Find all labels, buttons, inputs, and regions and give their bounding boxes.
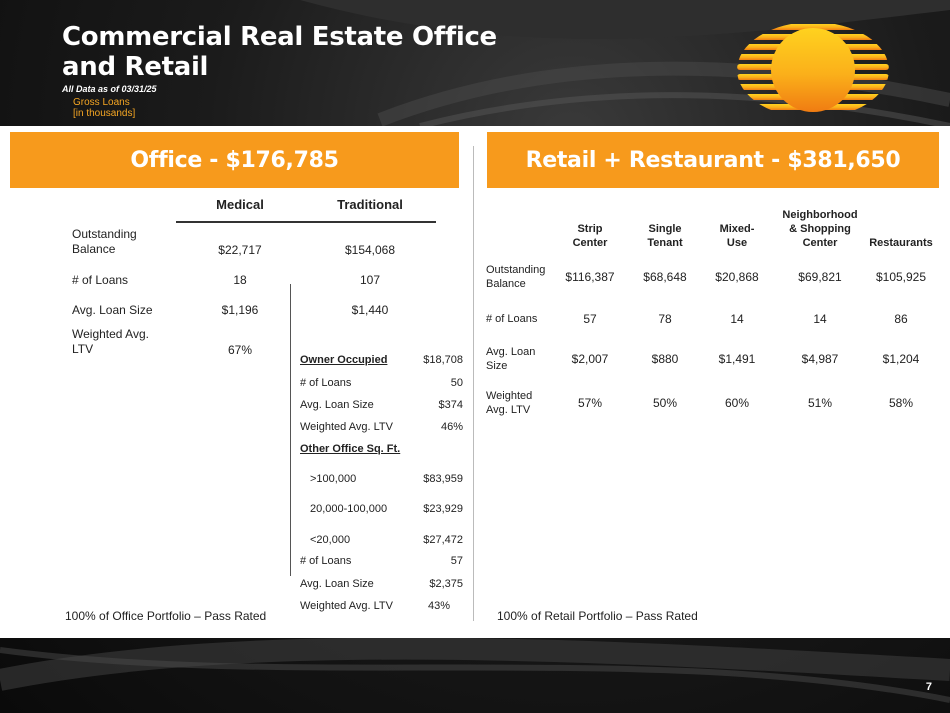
owner-occupied-row-value: $374 (438, 399, 463, 411)
retail-col-header-line: Mixed- (719, 223, 755, 235)
retail-row-label: Avg. Loan Size (486, 346, 536, 372)
retail-col-header-line: Neighborhood (782, 209, 858, 221)
other-office-row-label: Avg. Loan Size (300, 578, 374, 590)
retail-banner: Retail + Restaurant - $381,650 (487, 132, 939, 188)
retail-value: 78 (658, 312, 672, 326)
office-traditional-value: 107 (359, 273, 381, 287)
office-row-label: # of Loans (72, 273, 129, 287)
office-col-traditional: Traditional (337, 197, 403, 212)
owner-occupied-row-value: 50 (450, 377, 463, 389)
retail-col-header-line: Center (802, 237, 838, 249)
retail-value: 14 (813, 312, 827, 326)
retail-value: $1,491 (718, 352, 756, 366)
retail-value: $880 (651, 352, 679, 366)
office-subtable-rule (290, 284, 291, 576)
office-header-rule (176, 221, 436, 223)
page-number: 7 (925, 681, 932, 693)
other-office-row-value: 57 (450, 555, 463, 567)
sun-logo-icon (737, 24, 889, 112)
retail-row-label: # of Loans (486, 313, 538, 325)
retail-row-label: Outstanding Balance (486, 264, 546, 290)
retail-value: 50% (652, 396, 678, 410)
retail-value: 51% (807, 396, 833, 410)
office-row-label: Avg. Loan Size (72, 303, 153, 317)
retail-value: 14 (730, 312, 744, 326)
office-row-label: Weighted Avg. LTV (72, 327, 149, 356)
retail-value: $4,987 (801, 352, 839, 366)
owner-occupied-row-label: # of Loans (300, 377, 352, 389)
other-office-row-value: $27,472 (423, 534, 463, 546)
office-row-label: Outstanding Balance (72, 227, 137, 256)
retail-value: 58% (888, 396, 914, 410)
retail-row-label: Weighted Avg. LTV (486, 390, 533, 416)
retail-col-header: Mixed- Use (702, 222, 772, 250)
other-office-row-value: $83,959 (423, 473, 463, 485)
other-office-row-label: # of Loans (300, 555, 352, 567)
other-office-row-value: $2,375 (429, 578, 463, 590)
retail-value: $105,925 (875, 270, 927, 284)
owner-occupied-label: Owner Occupied (300, 354, 388, 366)
retail-col-header: Single Tenant (630, 222, 700, 250)
office-medical-value: 67% (227, 343, 253, 357)
retail-value: $1,204 (882, 352, 920, 366)
other-office-row-label: Weighted Avg. LTV (300, 600, 393, 612)
page-title: Commercial Real Estate Office and Retail (62, 22, 497, 82)
office-traditional-value: $154,068 (344, 243, 396, 257)
other-office-row-value: 43% (427, 600, 450, 612)
retail-value: $69,821 (798, 270, 842, 284)
retail-value: $20,868 (715, 270, 759, 284)
units-note: Gross Loans [in thousands] (73, 97, 135, 119)
other-office-row-value: $23,929 (423, 503, 463, 515)
retail-value: $116,387 (565, 270, 615, 284)
retail-col-header-line: Single (648, 223, 682, 235)
retail-col-header: Strip Center (555, 222, 625, 250)
owner-occupied-row-label: Weighted Avg. LTV (300, 421, 393, 433)
office-medical-value: $22,717 (218, 243, 262, 257)
retail-col-header: Neighborhood & Shopping Center (770, 208, 870, 250)
office-traditional-value: $1,440 (351, 303, 389, 317)
retail-col-header-line: Use (726, 237, 748, 249)
office-footer-note: 100% of Office Portfolio – Pass Rated (65, 609, 267, 623)
office-medical-value: 18 (233, 273, 247, 287)
retail-value: 57% (577, 396, 603, 410)
retail-col-header: Restaurants (869, 237, 933, 249)
office-col-medical: Medical (216, 197, 264, 212)
other-office-row-label: 20,000-100,000 (310, 503, 388, 515)
other-office-label: Other Office Sq. Ft. (300, 443, 401, 455)
owner-occupied-value: $18,708 (423, 354, 463, 366)
units-line-2: [in thousands] (73, 108, 136, 119)
office-banner: Office - $176,785 (10, 132, 459, 188)
retail-col-header-line: Strip (577, 223, 603, 235)
retail-col-header-line: Tenant (647, 237, 683, 249)
content-panel: Office - $176,785 Retail + Restaurant - … (0, 126, 950, 638)
retail-value: 60% (724, 396, 750, 410)
retail-value: $68,648 (643, 270, 687, 284)
section-divider (473, 146, 474, 621)
office-medical-value: $1,196 (221, 303, 259, 317)
retail-col-header-line: & Shopping (789, 223, 851, 235)
other-office-row-label: <20,000 (310, 534, 351, 546)
other-office-row-label: >100,000 (310, 473, 357, 485)
retail-footer-note: 100% of Retail Portfolio – Pass Rated (497, 609, 698, 623)
units-line-1: Gross Loans (73, 97, 130, 108)
as-of-date: All Data as of 03/31/25 (62, 84, 157, 94)
owner-occupied-row-value: 46% (440, 421, 463, 433)
retail-col-header-line: Center (572, 237, 608, 249)
owner-occupied-row-label: Avg. Loan Size (300, 399, 374, 411)
retail-value: 57 (583, 312, 597, 326)
retail-value: $2,007 (571, 352, 609, 366)
retail-value: 86 (894, 312, 908, 326)
